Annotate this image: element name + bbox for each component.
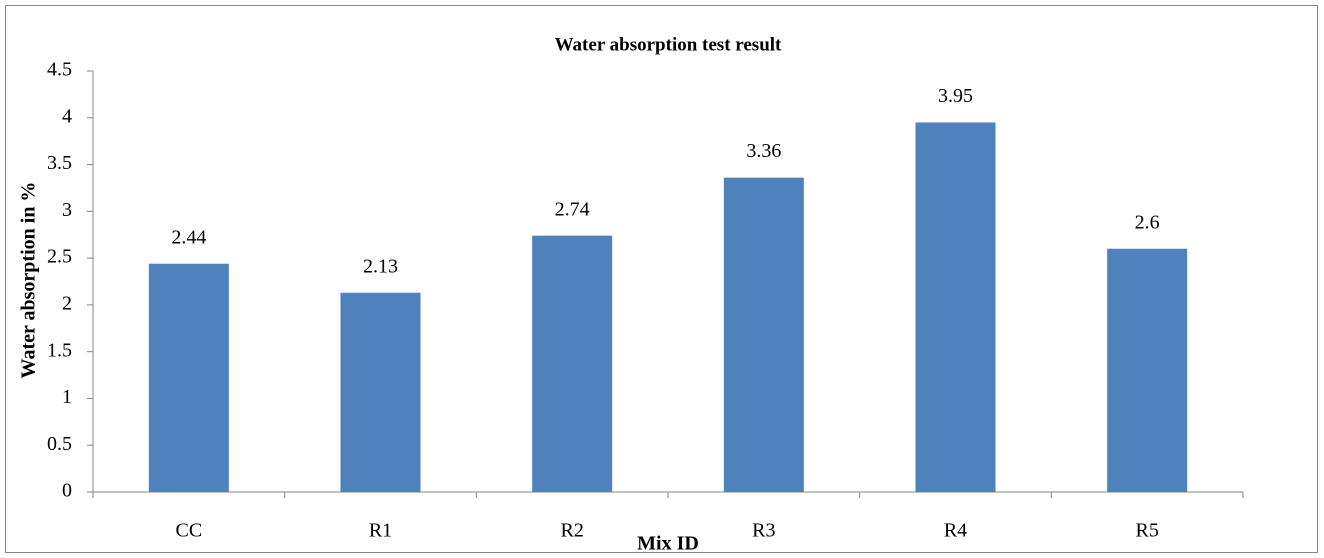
y-tick-label: 4.5 — [47, 59, 72, 81]
bar — [915, 122, 996, 492]
x-tick-label: R4 — [944, 520, 967, 542]
x-tick-label: R5 — [1135, 520, 1158, 542]
y-axis-label: Water absorption in % — [18, 182, 40, 379]
data-label: 3.95 — [938, 85, 973, 107]
x-tick-label: CC — [175, 520, 202, 542]
bar — [723, 177, 804, 493]
y-tick-label: 3.5 — [47, 152, 72, 174]
bar — [532, 235, 613, 492]
data-label: 3.36 — [746, 140, 781, 162]
y-tick-label: 1.5 — [47, 339, 72, 361]
chart-title: Water absorption test result — [555, 34, 782, 55]
y-tick-label: 1 — [62, 386, 72, 408]
x-axis-label: Mix ID — [637, 533, 699, 555]
data-label: 2.6 — [1135, 211, 1160, 233]
bar — [340, 292, 421, 492]
x-tick-label: R1 — [369, 520, 392, 542]
data-label: 2.44 — [171, 226, 206, 248]
data-label: 2.74 — [555, 198, 590, 220]
bar — [148, 263, 229, 492]
data-label: 2.13 — [363, 255, 398, 277]
y-tick-label: 3 — [62, 199, 72, 221]
bar — [1107, 248, 1188, 492]
y-tick-label: 2 — [62, 292, 72, 314]
x-tick-label: R3 — [752, 520, 775, 542]
x-tick-label: R2 — [560, 520, 583, 542]
y-tick-label: 2.5 — [47, 246, 72, 268]
y-tick-label: 0.5 — [47, 433, 72, 455]
y-tick-label: 0 — [62, 480, 72, 502]
y-tick-label: 4 — [62, 105, 72, 127]
